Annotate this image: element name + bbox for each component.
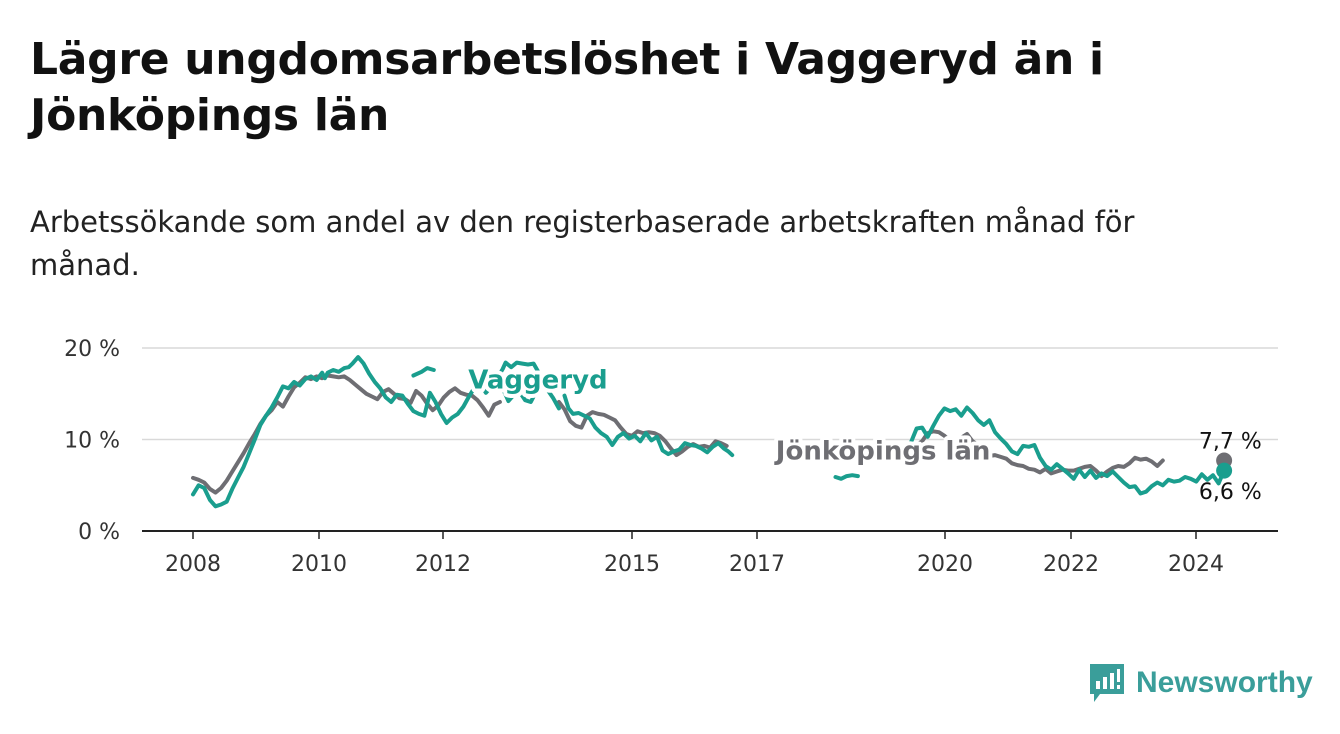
series-line-vaggeryd [411,366,436,378]
x-tick-label: 2017 [729,552,785,577]
series-line-vaggeryd [495,360,542,381]
series-label-vaggeryd-halo: Vaggeryd [468,365,607,395]
chart-title: Lägre ungdomsarbetslöshet i Vaggeryd än … [30,34,1104,141]
x-tick-label: 2012 [415,552,471,577]
y-tick-label: 0 % [78,520,120,545]
x-tick-label: 2024 [1168,552,1224,577]
end-label-vaggeryd: 6,6 % [1199,480,1262,505]
x-tick-label: 2010 [291,552,347,577]
series-line-jonkoping [914,429,1165,479]
y-tick-label: 20 % [64,337,120,362]
bar-chart-icon [1090,664,1124,702]
y-tick-label: 10 % [64,429,120,454]
chart-subtitle: Arbetssökande som andel av den registerb… [30,205,1135,282]
series-line-vaggeryd [903,405,1227,496]
x-tick-label: 2008 [165,552,221,577]
x-tick-label: 2020 [917,552,973,577]
x-tick-label: 2015 [604,552,660,577]
series-label-vaggeryd: Vaggeryd [468,365,607,395]
x-tick-label: 2022 [1043,552,1099,577]
brand-name: Newsworthy [1136,666,1313,699]
end-point-vaggeryd [1216,462,1233,479]
series-line-jonkoping [191,373,502,495]
series-line-vaggeryd [562,393,735,458]
end-label-jonkoping: 7,7 % [1199,430,1262,455]
series-label-jonkoping-halo: Jönköpings län [774,437,991,467]
newsworthy-logo: Newsworthy [1088,660,1313,706]
series-label-jonkoping: Jönköpings län [774,437,991,467]
series-line-vaggeryd [191,355,561,509]
series-line-vaggeryd [833,473,860,481]
